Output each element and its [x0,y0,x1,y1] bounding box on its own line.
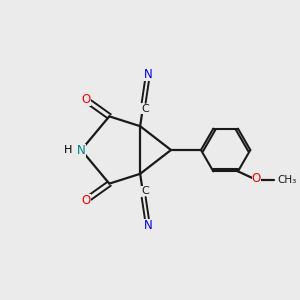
Text: N: N [144,219,153,232]
Text: N: N [144,68,153,81]
Text: N: N [77,143,85,157]
Text: C: C [141,186,149,196]
Text: CH₃: CH₃ [278,175,297,185]
Text: C: C [141,104,149,114]
Text: O: O [252,172,261,185]
Text: O: O [82,194,91,207]
Text: H: H [64,145,72,155]
Text: O: O [82,93,91,106]
